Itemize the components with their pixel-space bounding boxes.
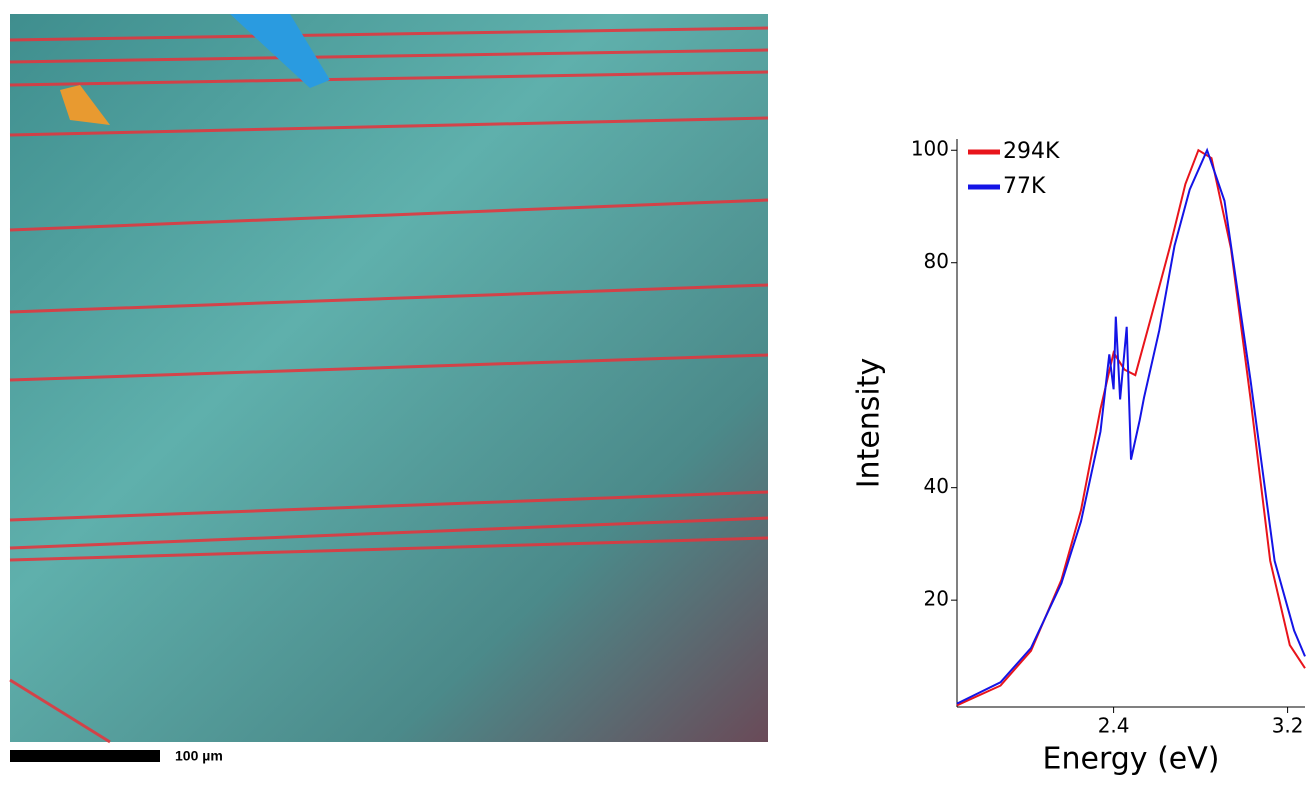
series-line (957, 150, 1305, 705)
y-axis-label: Intensity (852, 358, 887, 489)
micrograph: 100 µm (10, 14, 768, 764)
x-axis-label: Energy (eV) (1043, 742, 1220, 777)
y-tick-label: 20 (924, 587, 949, 611)
x-tick-label: 3.2 (1272, 714, 1304, 738)
y-tick-label: 40 (924, 474, 949, 498)
legend-label: 294K (1003, 139, 1060, 164)
y-tick-label: 80 (924, 249, 949, 273)
series-line (957, 150, 1305, 703)
micrograph-background (10, 14, 768, 742)
scale-bar (10, 750, 160, 762)
legend-label: 77K (1003, 174, 1046, 199)
y-tick-label: 100 (911, 137, 949, 161)
scale-label: 100 µm (175, 748, 223, 764)
chart: Intensity Energy (eV) 20 40 80 100 2.4 3.2 294… (852, 137, 1306, 777)
figure: 100 µm Intensity Energy (eV) 20 40 80 100 2.… (0, 0, 1312, 794)
x-tick-label: 2.4 (1098, 714, 1130, 738)
